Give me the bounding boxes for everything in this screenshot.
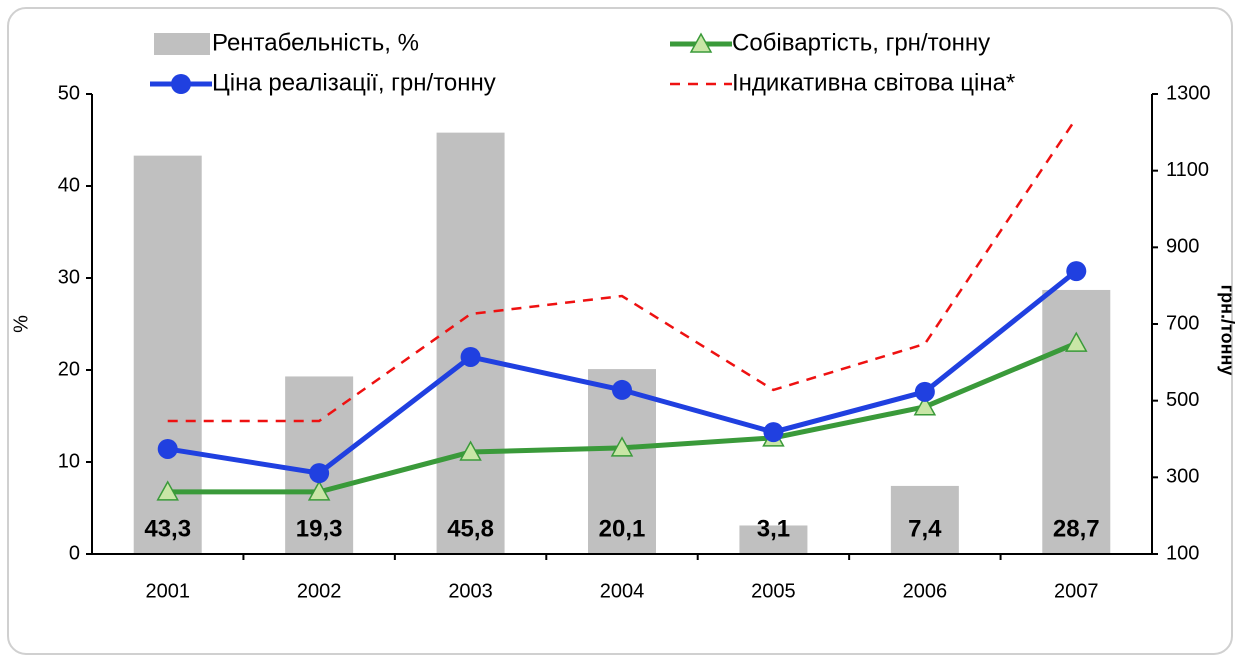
value-label: 7,4 [908,515,942,542]
point [156,480,179,501]
y-tick-label: 40 [58,174,80,196]
point [307,480,331,501]
legend-marker [689,32,713,53]
bar [739,525,808,554]
point [1065,331,1088,352]
legend-label: Собівартість, грн/тонну [732,29,990,56]
x-tick-label: 2005 [751,580,796,602]
y-tick-label: 30 [58,266,80,288]
y2-tick-label: 1100 [1166,159,1209,181]
value-label: 28,7 [1053,515,1100,542]
x-tick-label: 2003 [448,580,493,602]
value-label: 20,1 [599,515,646,542]
y2-axis-label: грн./тонну [1217,285,1237,376]
value-label: 43,3 [144,515,191,542]
legend-label: Рентабельність, % [212,29,419,56]
value-label: 19,3 [296,515,343,542]
x-tick-label: 2006 [903,580,948,602]
value-label: 45,8 [447,515,494,542]
y-tick-label: 20 [58,358,80,380]
bar [890,485,959,554]
y2-tick-label: 1300 [1166,82,1211,104]
x-tick-label: 2004 [600,580,645,602]
point [309,463,330,484]
value-label: 3,1 [757,515,790,542]
y-tick-label: 10 [58,450,80,472]
y-axis-label: % [10,315,32,333]
y2-tick-label: 300 [1166,466,1199,488]
point [763,422,784,443]
line-series [167,117,1078,423]
point [1066,261,1087,282]
y2-tick-label: 100 [1166,542,1199,564]
bar [436,132,505,554]
y-tick-label: 0 [69,542,80,564]
point [157,438,178,459]
x-tick-label: 2007 [1054,580,1099,602]
legend-swatch [154,33,210,55]
legend-label: Індикативна світова ціна* [732,69,1015,96]
point [459,440,482,461]
point [610,436,634,457]
point [460,346,481,367]
legend-label: Ціна реалізації, грн/тонну [212,69,496,96]
legend-marker [171,74,191,94]
x-tick-label: 2002 [297,580,342,602]
y2-tick-label: 700 [1166,312,1199,334]
y-tick-label: 50 [58,82,80,104]
point [612,379,632,400]
point [914,381,935,402]
x-tick-label: 2001 [145,580,190,602]
point [913,395,937,416]
y2-tick-label: 900 [1166,236,1199,258]
y2-tick-label: 500 [1166,389,1199,411]
